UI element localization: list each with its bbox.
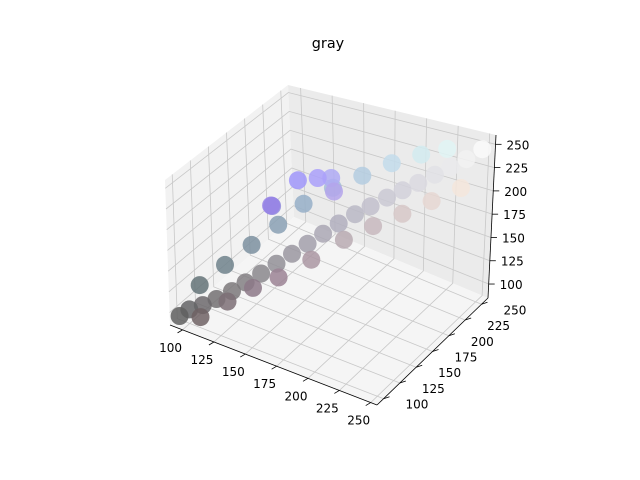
x-axis-line	[169, 324, 378, 406]
data-point	[393, 181, 412, 200]
x-tick-label: 100	[159, 341, 182, 355]
x-tick-label: 125	[190, 353, 213, 367]
data-point	[378, 188, 396, 207]
y-tick-label: 100	[406, 398, 429, 412]
data-point	[473, 140, 492, 159]
y-tick-label: 250	[503, 303, 526, 317]
grid-line-z	[167, 167, 492, 272]
z-tick-label: 125	[501, 255, 524, 269]
grid-line-z	[166, 129, 494, 231]
pane-floor	[170, 217, 488, 405]
z-tick-label: 225	[505, 162, 528, 176]
y-tick-mark	[383, 396, 390, 400]
y-tick-label: 175	[455, 351, 478, 365]
data-point	[191, 308, 210, 327]
grid-line-z	[165, 92, 496, 189]
data-point	[242, 235, 261, 254]
x-tick-label: 175	[253, 377, 276, 391]
y-tick-label: 150	[438, 366, 461, 380]
data-point	[325, 182, 343, 201]
x-tick-mark	[240, 353, 246, 358]
y-tick-mark	[432, 349, 439, 352]
tick-labels: 1001251501752002252501001251501752002252…	[159, 138, 529, 427]
data-point	[302, 250, 321, 269]
data-point	[288, 171, 307, 190]
data-point	[353, 166, 372, 185]
y-tick-label: 125	[422, 382, 445, 396]
z-tick-label: 175	[503, 208, 526, 222]
grid-line-y	[244, 118, 449, 337]
axes-grid	[165, 88, 496, 403]
grid-line-z	[167, 148, 493, 251]
x-tick-mark	[334, 390, 340, 394]
x-tick-mark	[177, 329, 183, 334]
data-point	[452, 179, 470, 197]
data-point	[294, 194, 313, 213]
grid-line-y	[208, 146, 417, 368]
z-axis-line	[487, 134, 497, 299]
data-point	[422, 192, 441, 211]
z-tick-label: 250	[507, 138, 530, 152]
x-tick-mark	[302, 377, 309, 382]
data-point	[329, 214, 348, 233]
data-point	[262, 196, 281, 215]
data-point	[322, 169, 341, 187]
data-point	[314, 224, 333, 243]
z-tick-label: 150	[502, 231, 525, 245]
x-tick-mark	[208, 341, 215, 346]
data-point	[457, 150, 476, 169]
data-point	[216, 255, 234, 274]
x-tick-label: 150	[222, 365, 245, 379]
x-tick-mark	[365, 402, 371, 406]
x-tick-label: 200	[285, 389, 308, 403]
data-point	[170, 307, 189, 325]
grid-line-x	[370, 133, 491, 403]
chart-title: gray	[312, 36, 345, 52]
data-point	[267, 254, 286, 273]
y-tick-label: 200	[471, 335, 494, 349]
x-tick-mark	[271, 365, 277, 370]
grid-line-x	[307, 118, 428, 379]
data-point	[361, 197, 380, 216]
grid-line-y	[226, 132, 433, 352]
y-tick-mark	[481, 301, 488, 305]
data-point	[308, 169, 327, 187]
grid-line-x	[245, 103, 365, 355]
data-point	[269, 215, 288, 234]
data-point	[334, 230, 353, 249]
data-point	[441, 158, 460, 176]
y-tick-mark	[465, 317, 472, 321]
x-tick-label: 225	[316, 401, 339, 415]
z-tick-label: 100	[500, 278, 523, 292]
data-point	[283, 244, 301, 263]
y-tick-mark	[399, 380, 406, 384]
y-tick-label: 225	[487, 319, 510, 333]
data-point	[244, 278, 262, 297]
data-point	[382, 154, 401, 173]
y-tick-mark	[448, 333, 455, 337]
data-point	[438, 139, 457, 158]
data-point	[364, 217, 383, 236]
data-point	[393, 204, 412, 223]
data-point	[346, 205, 364, 224]
data-point	[218, 292, 237, 311]
grid-line-z	[169, 205, 489, 313]
data-point	[298, 234, 317, 253]
data-point	[269, 268, 288, 287]
data-point	[252, 264, 271, 283]
grid-line-y	[262, 104, 466, 321]
data-point	[409, 173, 428, 192]
axes-lines	[169, 134, 502, 406]
data-point	[412, 145, 431, 164]
x-tick-label: 250	[347, 414, 370, 428]
grid-line-x	[213, 95, 336, 343]
z-tick-label: 200	[504, 185, 527, 199]
grid-line-x	[339, 125, 459, 391]
y-tick-mark	[416, 364, 423, 368]
data-point	[190, 276, 209, 295]
data-point	[425, 165, 444, 184]
data-points	[170, 139, 492, 327]
